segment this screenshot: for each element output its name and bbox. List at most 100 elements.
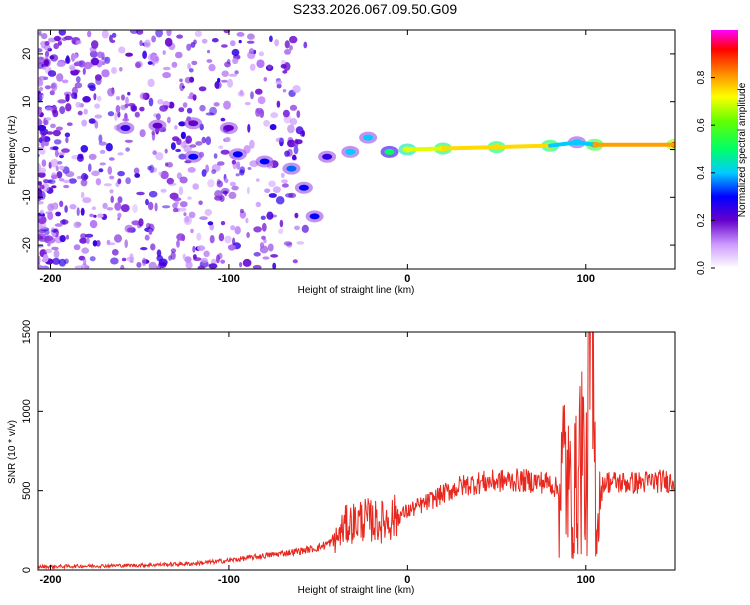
spectrogram-noise-blob — [207, 179, 215, 188]
spectrogram-noise-blob — [44, 41, 50, 46]
spectrogram-noise-blob — [51, 174, 58, 180]
spectrogram-ridge-segment — [441, 145, 499, 151]
spectrogram-noise-blob — [152, 150, 157, 156]
x-tick-label: -100 — [218, 574, 240, 586]
spectrogram-noise-blob — [198, 86, 207, 92]
spectrogram-noise-blob — [64, 35, 73, 41]
spectrogram-noise-blob — [118, 46, 126, 54]
spectrogram-noise-blob — [110, 257, 119, 265]
spectrogram-noise-blob — [53, 139, 62, 145]
spectrogram-noise-blob — [107, 166, 113, 175]
spectrogram-noise-blob — [47, 179, 56, 185]
spectrogram-noise-blob — [236, 161, 241, 170]
spectrogram-noise-blob — [192, 94, 197, 101]
spectrogram-noise-blob — [172, 207, 179, 213]
spectrogram-noise-blob — [256, 59, 265, 68]
spectrogram-noise-blob — [281, 179, 288, 184]
spectrogram-noise-blob — [164, 37, 173, 47]
spectrogram-noise-blob — [276, 83, 282, 89]
spectrogram-noise-blob — [88, 118, 96, 124]
spectrogram-noise-blob — [111, 67, 117, 74]
spectrogram-noise-blob — [57, 40, 63, 46]
spectrogram-noise-blob — [117, 178, 122, 185]
spectrogram-noise-blob — [114, 202, 122, 211]
spectrogram-noise-blob — [191, 60, 198, 66]
spectrogram-noise-blob — [158, 258, 168, 267]
spectrogram-noise-blob — [201, 136, 207, 144]
spectrogram-noise-blob — [228, 73, 238, 77]
spectrogram-noise-blob — [44, 235, 54, 242]
spectrogram-noise-blob — [216, 254, 220, 264]
spectrogram-noise-blob — [145, 198, 149, 206]
spectrogram-noise-blob — [107, 87, 115, 97]
spectrogram-noise-blob — [74, 82, 83, 89]
spectrogram-noise-blob — [135, 62, 141, 69]
spectrogram-noise-blob — [87, 30, 92, 38]
spectrogram-noise-blob — [57, 99, 67, 104]
spectrogram-noise-blob — [50, 83, 56, 89]
spectrogram-ridge-point — [322, 153, 333, 160]
spectrogram-noise-blob — [80, 233, 87, 240]
spectrogram-noise-blob — [172, 136, 180, 142]
spectrogram-noise-blob — [75, 101, 81, 108]
spectrogram-noise-blob — [129, 253, 134, 261]
spectrogram-noise-blob — [55, 165, 59, 172]
spectrogram-noise-blob — [172, 197, 182, 202]
spectrogram-noise-blob — [203, 250, 210, 258]
spectrogram-noise-blob — [122, 118, 130, 122]
spectrogram-noise-blob — [51, 246, 59, 251]
spectrogram-noise-blob — [89, 85, 96, 92]
spectrogram-noise-blob — [125, 147, 130, 152]
spectrogram-noise-blob — [178, 107, 185, 113]
spectrogram-noise-blob — [124, 239, 128, 249]
spectrogram-noise-blob — [289, 35, 298, 44]
spectrogram-noise-blob — [134, 173, 141, 178]
spectrogram-noise-blob — [179, 82, 185, 92]
spectrogram-noise-blob — [57, 152, 65, 156]
spectrogram-noise-blob — [303, 41, 308, 49]
snr-x-ticks: -200 -100 0 100 — [39, 332, 595, 586]
spectrogram-noise-blob — [280, 64, 287, 69]
snr-y-axis-label: SNR (10 * v/v) — [7, 420, 18, 484]
spectrogram-noise-blob — [257, 96, 266, 105]
spectrogram-ridge-point — [363, 134, 374, 141]
spectrogram-noise-blob — [124, 139, 133, 143]
spectrogram-noise-blob — [263, 77, 268, 82]
snr-frame — [37, 331, 676, 571]
spectrogram-noise-blob — [270, 254, 279, 258]
spectrogram-noise-blob — [267, 243, 274, 252]
spectrogram-noise-blob — [296, 110, 301, 118]
spectrogram-noise-blob — [239, 208, 244, 214]
spectrogram-noise-blob — [65, 103, 72, 112]
spectrogram-noise-blob — [281, 183, 289, 188]
spectrogram-noise-blob — [239, 89, 244, 96]
spectrogram-noise-blob — [97, 95, 102, 102]
spectrogram-noise-blob — [126, 227, 134, 233]
spectrogram-noise-blob — [252, 264, 262, 269]
spectrogram-noise-blob — [83, 61, 93, 70]
spectrogram-noise-blob — [121, 257, 127, 262]
spectrogram-noise-blob — [205, 112, 215, 116]
spectrogram-noise-blob — [192, 245, 196, 253]
spectrogram-noise-blob — [211, 169, 217, 175]
spectrogram-noise-blob — [59, 200, 64, 207]
spectrogram-noise-blob — [224, 235, 232, 244]
spectrogram-noise-blob — [220, 79, 228, 83]
spectrogram-noise-blob — [182, 102, 188, 108]
spectrogram-noise-blob — [65, 93, 70, 102]
spectrogram-noise-blob — [293, 145, 299, 155]
spectrogram-noise-blob — [125, 52, 133, 57]
spectrogram-noise-blob — [247, 167, 252, 170]
spectrogram-noise-blob — [224, 136, 231, 143]
spectrogram-noise-blob — [89, 256, 96, 262]
spectrogram-noise-blob — [58, 30, 66, 36]
spectrogram-noise-blob — [188, 68, 194, 73]
spectrogram-noise-blob — [176, 34, 184, 39]
spectrogram-noise-blob — [73, 62, 80, 67]
spectrogram-noise-blob — [95, 240, 101, 247]
spectrogram-noise-blob — [238, 39, 242, 44]
spectrogram-noise-blob — [121, 94, 125, 101]
spectrogram-x-axis-label: Height of straight line (km) — [298, 285, 415, 296]
spectrogram-ridge-point — [286, 165, 297, 172]
